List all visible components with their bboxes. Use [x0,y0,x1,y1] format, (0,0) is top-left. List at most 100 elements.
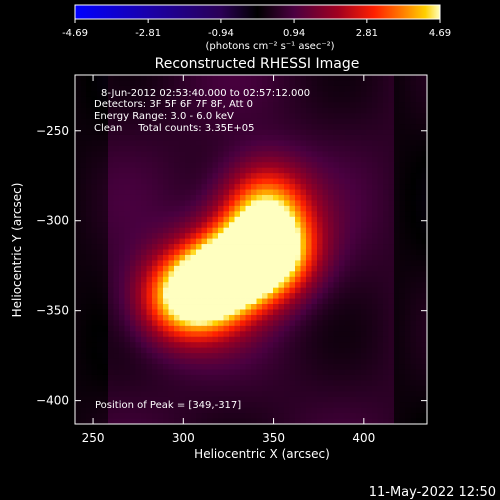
heatmap-cell [262,222,268,229]
heatmap-cell [229,118,235,125]
heatmap-cell [328,80,334,87]
heatmap-cell [223,238,230,245]
heatmap-cell [146,80,153,87]
heatmap-cell [311,244,318,250]
heatmap-cell [135,293,142,299]
heatmap-cell [108,385,114,392]
heatmap-cell [366,140,373,147]
heatmap-cell [394,200,400,207]
heatmap-cell [80,309,87,316]
heatmap-cell [311,205,318,212]
heatmap-cell [146,173,153,180]
heatmap-cell [196,298,202,305]
heatmap-cell [410,102,417,109]
heatmap-cell [152,113,158,120]
heatmap-cell [190,271,197,278]
heatmap-cell [399,385,406,392]
heatmap-cell [311,156,318,163]
heatmap-cell [278,407,285,414]
heatmap-cell [361,374,367,381]
heatmap-cell [421,134,428,141]
heatmap-cell [267,124,274,130]
heatmap-cell [328,222,334,229]
heatmap-cell [86,244,92,250]
heatmap-cell [130,314,136,321]
heatmap-cell [306,276,312,283]
heatmap-cell [372,314,378,321]
heatmap-cell [317,124,323,130]
heatmap-cell [394,309,400,316]
heatmap-cell [416,178,422,185]
heatmap-cell [119,385,125,392]
heatmap-cell [416,304,422,310]
heatmap-cell [355,347,362,354]
heatmap-cell [179,145,186,152]
heatmap-cell [190,151,197,158]
heatmap-cell [185,407,191,414]
heatmap-cell [372,374,378,381]
heatmap-cell [251,80,257,87]
heatmap-cell [135,211,142,218]
heatmap-cell [75,254,81,261]
heatmap-cell [289,96,296,103]
heatmap-cell [322,287,329,294]
heatmap-cell [234,178,241,185]
heatmap-cell [344,402,351,409]
heatmap-cell [377,151,384,158]
heatmap-cell [317,134,323,141]
heatmap-cell [278,254,285,261]
heatmap-cell [163,124,169,130]
heatmap-cell [322,173,329,180]
heatmap-cell [157,167,164,174]
heatmap-cell [157,391,164,398]
heatmap-cell [311,173,318,180]
heatmap-cell [113,304,120,310]
heatmap-cell [339,407,345,414]
heatmap-cell [163,254,169,261]
heatmap-cell [355,151,362,158]
heatmap-cell [245,293,252,299]
heatmap-cell [86,96,92,103]
heatmap-cell [306,118,312,125]
heatmap-cell [251,249,257,256]
heatmap-cell [311,211,318,218]
heatmap-cell [273,134,279,141]
heatmap-cell [196,358,202,365]
heatmap-cell [405,227,411,234]
heatmap-cell [317,178,323,185]
heatmap-cell [366,227,373,234]
heatmap-cell [328,227,334,234]
heatmap-cell [163,353,169,359]
heatmap-cell [97,260,103,267]
heatmap-cell [80,413,87,419]
heatmap-cell [168,342,175,349]
heatmap-cell [251,331,257,338]
heatmap-cell [207,418,213,425]
heatmap-cell [273,342,279,349]
heatmap-cell [344,194,351,201]
heatmap-cell [394,189,400,196]
heatmap-cell [295,407,301,414]
heatmap-cell [405,151,411,158]
heatmap-cell [218,336,224,343]
heatmap-cell [108,353,114,359]
heatmap-cell [350,304,356,310]
heatmap-cell [196,254,202,261]
heatmap-cell [278,96,285,103]
heatmap-cell [350,238,356,245]
heatmap-cell [350,189,356,196]
heatmap-cell [212,271,219,278]
heatmap-cell [157,178,164,185]
heatmap-cell [174,402,180,409]
heatmap-cell [322,347,329,354]
heatmap-cell [80,178,87,185]
heatmap-cell [240,151,246,158]
heatmap-cell [135,145,142,152]
heatmap-cell [317,407,323,414]
heatmap-cell [350,102,356,109]
heatmap-cell [157,113,164,120]
heatmap-cell [152,178,158,185]
heatmap-cell [179,80,186,87]
heatmap-cell [273,184,279,190]
heatmap-cell [223,205,230,212]
